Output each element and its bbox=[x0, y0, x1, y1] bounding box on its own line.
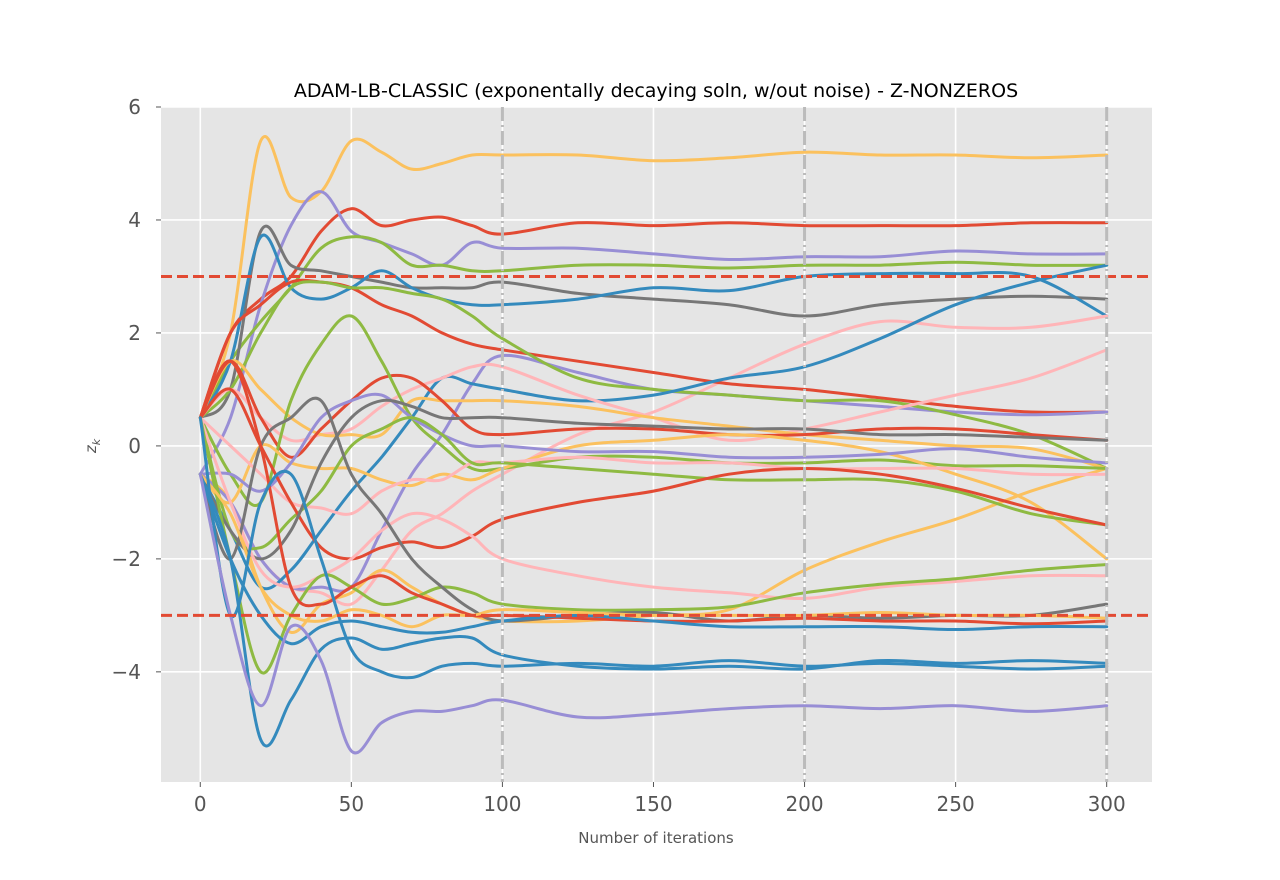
y-axis-label: zk bbox=[82, 438, 103, 454]
y-tick-label: 6 bbox=[128, 95, 141, 119]
series-line-s27 bbox=[198, 472, 1109, 646]
chart-title: ADAM-LB-CLASSIC (exponentally decaying s… bbox=[294, 80, 1018, 102]
x-tick-label: 250 bbox=[937, 792, 975, 816]
series-line-s29 bbox=[198, 416, 1109, 680]
series-line-s8 bbox=[198, 467, 1109, 634]
y-tick-label: 4 bbox=[128, 208, 141, 232]
x-tick-label: 50 bbox=[339, 792, 364, 816]
series-line-s22 bbox=[198, 398, 1109, 561]
y-tick-label: −4 bbox=[112, 660, 141, 684]
series-line-s13 bbox=[198, 348, 1109, 443]
x-tick-label: 0 bbox=[194, 792, 207, 816]
series-line-s19 bbox=[198, 392, 1109, 493]
x-tick-label: 200 bbox=[785, 792, 823, 816]
series-line-s16 bbox=[198, 314, 1109, 507]
y-axis-label-main: z bbox=[82, 444, 100, 454]
series-line-s9 bbox=[198, 278, 1109, 420]
series-lines bbox=[198, 135, 1109, 755]
series-line-s20 bbox=[198, 416, 1109, 551]
series-line-s5 bbox=[198, 224, 1109, 420]
series-line-s12 bbox=[198, 263, 1109, 591]
y-tick-label: 2 bbox=[128, 321, 141, 345]
y-tick-label: 0 bbox=[128, 434, 141, 458]
y-axis-label-subscript: k bbox=[90, 438, 103, 445]
series-line-s30 bbox=[198, 472, 1109, 748]
x-axis-label: Number of iterations bbox=[578, 829, 734, 847]
series-line-s3 bbox=[198, 190, 1109, 476]
series-line-s21 bbox=[198, 387, 1109, 561]
series-line-s24 bbox=[198, 416, 1109, 675]
series-line-s25 bbox=[198, 396, 1109, 623]
series-line-s6 bbox=[198, 233, 1109, 420]
reference-lines bbox=[161, 107, 1152, 782]
series-line-s1 bbox=[198, 135, 1109, 420]
x-tick-label: 150 bbox=[634, 792, 672, 816]
y-tick-label: −2 bbox=[112, 547, 141, 571]
tick-labels: 0 50 100 150 200 250 300 −4 −2 0 2 4 6 bbox=[112, 95, 1126, 816]
x-tick-label: 300 bbox=[1088, 792, 1126, 816]
series-line-s31 bbox=[198, 472, 1109, 755]
x-tick-label: 100 bbox=[483, 792, 521, 816]
series-line-s11 bbox=[198, 280, 1109, 470]
series-line-s15 bbox=[198, 359, 1109, 459]
